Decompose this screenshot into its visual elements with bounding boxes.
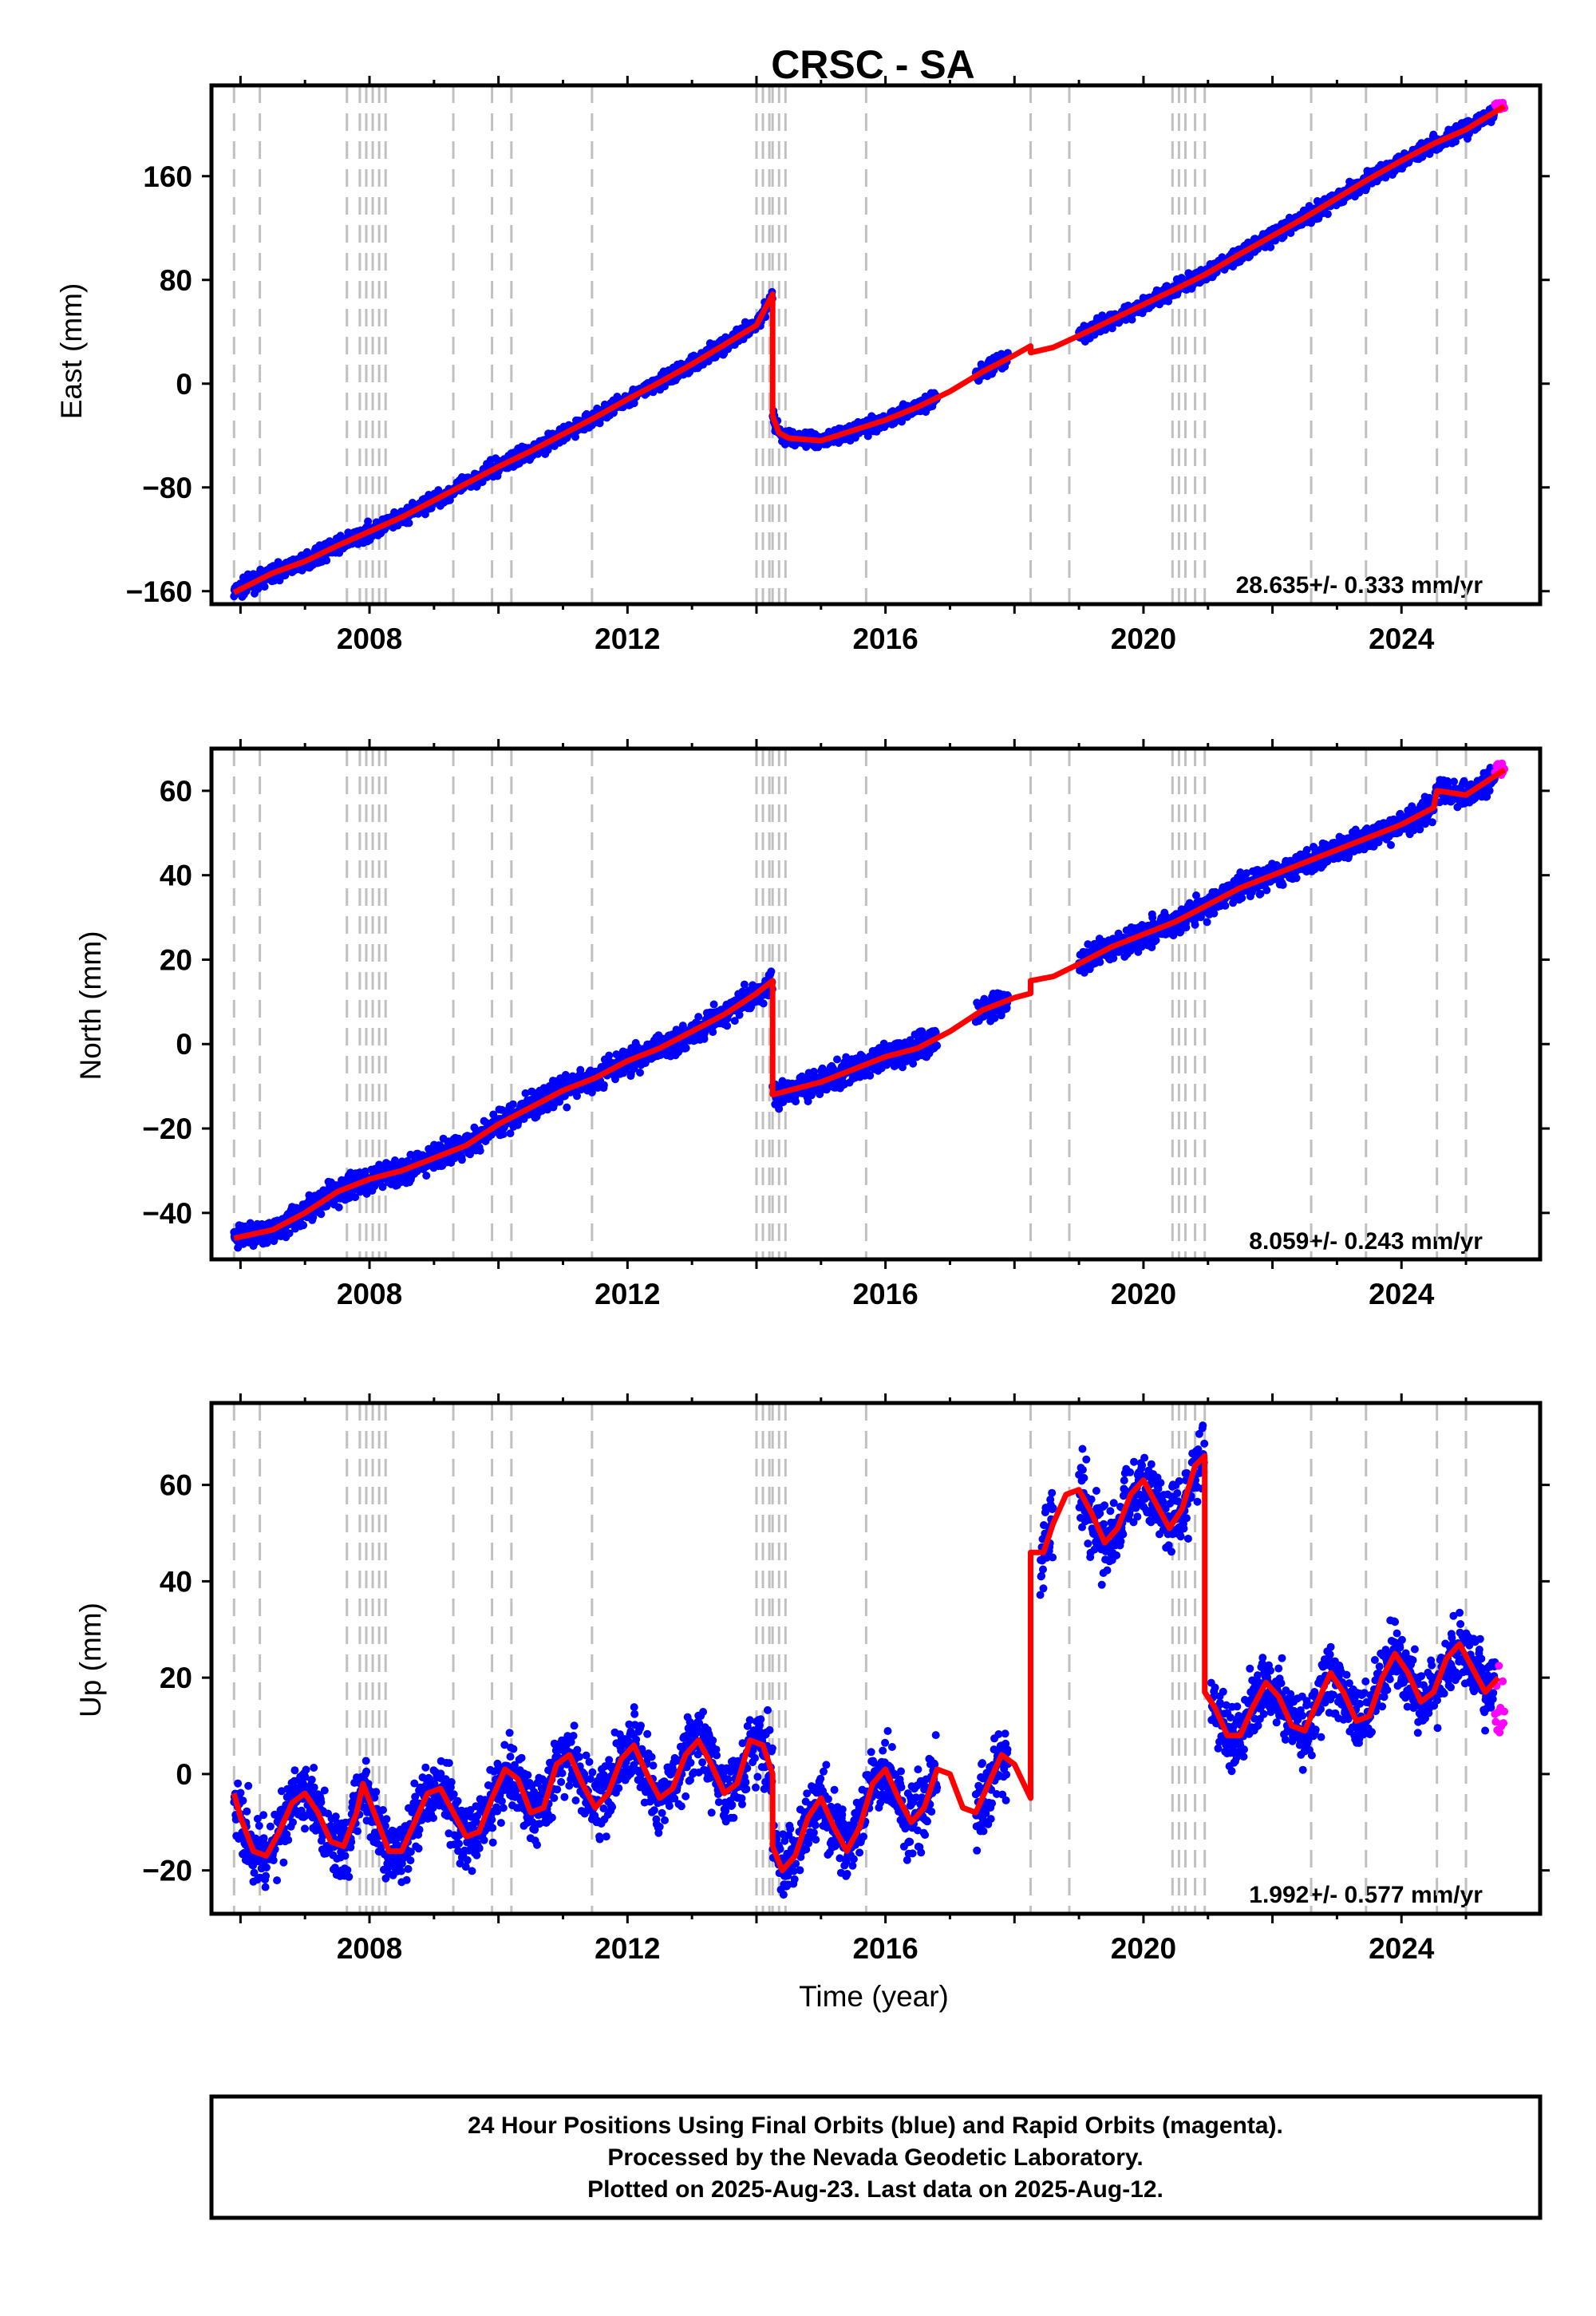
- final-orbit-point: [422, 1172, 431, 1180]
- east-panel: East (mm) 28.635+/- 0.333 mm/yr −160 −80 0…: [55, 76, 1550, 655]
- east-y-axis-label: East (mm): [55, 283, 88, 420]
- final-orbit-point: [767, 967, 776, 976]
- final-orbit-point: [334, 1203, 343, 1211]
- east-y-tick-label: −160: [126, 575, 192, 608]
- east-x-tick-label: 2020: [1111, 622, 1176, 655]
- final-orbit-point: [1266, 243, 1275, 251]
- east-y-tick-label: 80: [160, 264, 192, 297]
- final-orbit-point: [599, 1081, 608, 1089]
- final-orbit-point: [364, 517, 373, 526]
- east-x-tick-label: 2012: [595, 622, 660, 655]
- final-orbit-point: [476, 1146, 484, 1155]
- final-orbit-point: [317, 1210, 326, 1219]
- final-orbit-point: [636, 1069, 644, 1077]
- chart-title: CRSC - SA: [771, 42, 975, 87]
- east-rate-label: 28.635+/- 0.333 mm/yr: [1236, 572, 1483, 599]
- final-orbit-point: [322, 556, 331, 565]
- final-orbit-point: [254, 584, 263, 593]
- final-orbit-point: [457, 1156, 466, 1164]
- final-orbit-point: [405, 519, 413, 528]
- east-y-tick-label: 0: [176, 368, 192, 401]
- final-orbit-point: [563, 1103, 571, 1112]
- final-orbit-point: [1323, 210, 1332, 219]
- final-orbit-point: [508, 1100, 517, 1109]
- final-orbit-point: [260, 583, 269, 591]
- final-orbit-point: [709, 1000, 718, 1009]
- east-y-tick-label: −80: [142, 472, 192, 504]
- east-x-tick-label: 2024: [1369, 622, 1435, 655]
- final-orbit-point: [694, 1013, 703, 1022]
- final-orbit-point: [681, 1044, 690, 1053]
- east-x-tick-label: 2016: [852, 622, 918, 655]
- final-orbit-point: [833, 1055, 841, 1064]
- north-y-axis-label: North (mm): [74, 931, 107, 1080]
- final-orbit-point: [933, 1041, 942, 1050]
- final-orbit-point: [281, 571, 290, 579]
- east-x-tick-label: 2008: [337, 622, 402, 655]
- final-orbit-point: [299, 1221, 308, 1230]
- final-orbit-point: [759, 999, 768, 1008]
- final-orbit-point: [792, 1097, 800, 1106]
- east-y-tick-label: 160: [143, 160, 192, 193]
- final-orbit-point: [723, 1022, 732, 1030]
